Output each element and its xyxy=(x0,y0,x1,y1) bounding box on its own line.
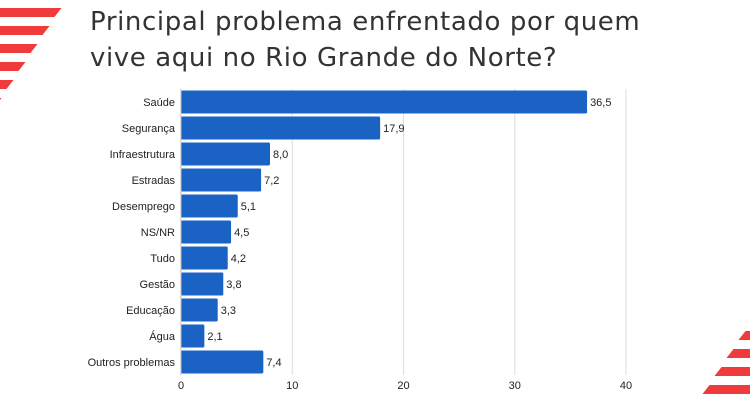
category-label: Estradas xyxy=(132,175,176,187)
bar xyxy=(181,298,218,322)
value-label: 4,5 xyxy=(234,227,249,239)
category-label: Segurança xyxy=(122,123,176,135)
bar xyxy=(181,194,238,218)
bar xyxy=(181,116,381,140)
category-label: Infraestrutura xyxy=(110,149,176,161)
value-label: 8,0 xyxy=(273,149,288,161)
category-label: Gestão xyxy=(140,279,175,291)
category-label: Água xyxy=(149,330,176,343)
value-label: 5,1 xyxy=(241,201,256,213)
bar xyxy=(181,142,270,166)
category-label: Desemprego xyxy=(112,201,175,213)
x-tick-label: 40 xyxy=(620,380,632,392)
category-label: Educação xyxy=(126,305,175,317)
chart-title-line: vive aqui no Rio Grande do Norte? xyxy=(90,43,558,73)
bar xyxy=(181,324,205,348)
value-label: 3,8 xyxy=(226,279,241,291)
x-tick-label: 20 xyxy=(397,380,409,392)
bar xyxy=(181,168,262,192)
category-label: Tudo xyxy=(150,253,175,265)
bar xyxy=(181,220,232,244)
category-label: NS/NR xyxy=(141,227,175,239)
value-label: 7,2 xyxy=(264,175,279,187)
category-label: Saúde xyxy=(143,97,175,109)
x-tick-label: 10 xyxy=(286,380,298,392)
bar xyxy=(181,350,264,374)
value-label: 17,9 xyxy=(383,123,404,135)
value-label: 36,5 xyxy=(590,97,611,109)
bar xyxy=(181,246,228,270)
chart-title: Principal problema enfrentado por quem v… xyxy=(90,4,740,76)
x-tick-label: 30 xyxy=(509,380,521,392)
bar xyxy=(181,272,224,296)
chart-title-line: Principal problema enfrentado por quem xyxy=(90,7,641,37)
value-label: 2,1 xyxy=(207,331,222,343)
value-label: 4,2 xyxy=(231,253,246,265)
x-tick-label: 0 xyxy=(178,380,184,392)
bar xyxy=(181,90,588,114)
category-label: Outros problemas xyxy=(88,357,176,369)
value-label: 3,3 xyxy=(221,305,236,317)
value-label: 7,4 xyxy=(266,357,281,369)
